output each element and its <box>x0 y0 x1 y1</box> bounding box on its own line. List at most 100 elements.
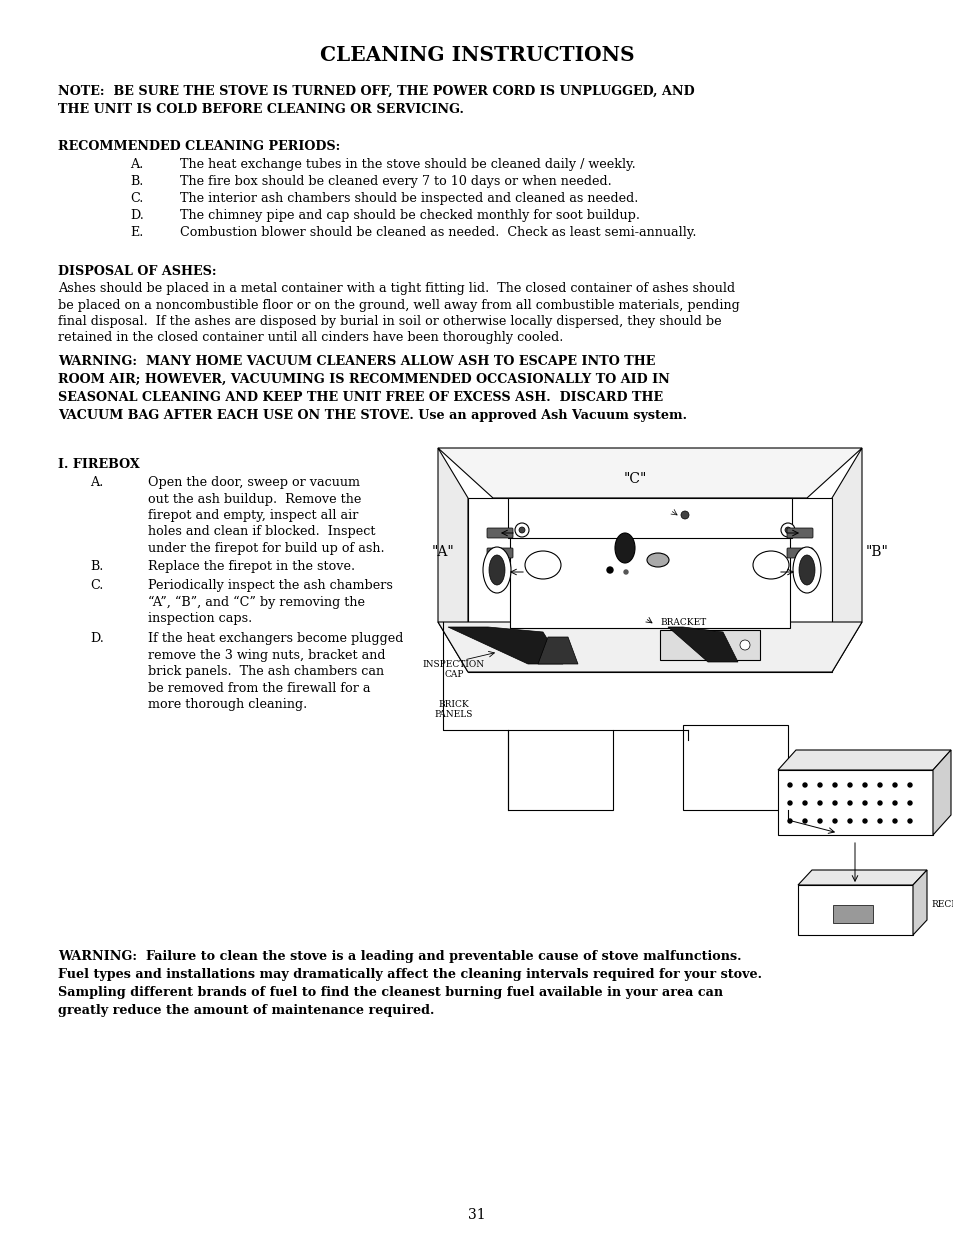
Text: final disposal.  If the ashes are disposed by burial in soil or otherwise locall: final disposal. If the ashes are dispose… <box>58 315 720 329</box>
Text: be placed on a noncombustible floor or on the ground, well away from all combust: be placed on a noncombustible floor or o… <box>58 299 739 311</box>
Text: D.: D. <box>90 632 104 645</box>
Text: out the ash buildup.  Remove the: out the ash buildup. Remove the <box>148 493 361 505</box>
Ellipse shape <box>784 527 790 534</box>
Circle shape <box>817 783 821 787</box>
Bar <box>778 769 932 835</box>
Text: 31: 31 <box>468 1208 485 1221</box>
Text: Sampling different brands of fuel to find the cleanest burning fuel available in: Sampling different brands of fuel to fin… <box>58 986 722 999</box>
Text: "A": "A" <box>431 545 454 559</box>
Ellipse shape <box>792 547 821 593</box>
Circle shape <box>892 783 896 787</box>
Text: Fuel types and installations may dramatically affect the cleaning intervals requ: Fuel types and installations may dramati… <box>58 968 761 981</box>
Text: C.: C. <box>90 579 103 592</box>
Text: D.: D. <box>130 209 144 222</box>
Circle shape <box>832 783 836 787</box>
Text: Combustion blower should be cleaned as needed.  Check as least semi-annually.: Combustion blower should be cleaned as n… <box>180 226 696 240</box>
Circle shape <box>847 783 851 787</box>
Ellipse shape <box>646 553 668 567</box>
Bar <box>507 730 613 810</box>
Text: The fire box should be cleaned every 7 to 10 days or when needed.: The fire box should be cleaned every 7 t… <box>180 175 611 188</box>
Circle shape <box>877 783 882 787</box>
Text: firepot and empty, inspect all air: firepot and empty, inspect all air <box>148 509 358 522</box>
Text: inspection caps.: inspection caps. <box>148 613 252 625</box>
Bar <box>832 905 872 923</box>
Circle shape <box>740 640 749 650</box>
Text: The interior ash chambers should be inspected and cleaned as needed.: The interior ash chambers should be insp… <box>180 191 638 205</box>
Text: greatly reduce the amount of maintenance required.: greatly reduce the amount of maintenance… <box>58 1004 434 1016</box>
Circle shape <box>862 819 866 823</box>
Circle shape <box>877 802 882 805</box>
Text: RECEIVER: RECEIVER <box>930 900 953 909</box>
Text: Replace the firepot in the stove.: Replace the firepot in the stove. <box>148 559 355 573</box>
Circle shape <box>847 802 851 805</box>
Text: brick panels.  The ash chambers can: brick panels. The ash chambers can <box>148 664 384 678</box>
Ellipse shape <box>524 551 560 579</box>
Ellipse shape <box>482 547 511 593</box>
Text: more thorough cleaning.: more thorough cleaning. <box>148 698 307 711</box>
Polygon shape <box>932 750 950 835</box>
Circle shape <box>802 802 806 805</box>
Circle shape <box>862 802 866 805</box>
Circle shape <box>787 802 791 805</box>
Text: NOTE:  BE SURE THE STOVE IS TURNED OFF, THE POWER CORD IS UNPLUGGED, AND: NOTE: BE SURE THE STOVE IS TURNED OFF, T… <box>58 85 694 98</box>
Text: SEASONAL CLEANING AND KEEP THE UNIT FREE OF EXCESS ASH.  DISCARD THE: SEASONAL CLEANING AND KEEP THE UNIT FREE… <box>58 391 662 404</box>
Text: ROOM AIR; HOWEVER, VACUUMING IS RECOMMENDED OCCASIONALLY TO AID IN: ROOM AIR; HOWEVER, VACUUMING IS RECOMMEN… <box>58 373 669 387</box>
FancyBboxPatch shape <box>786 529 812 538</box>
Text: E.: E. <box>130 226 143 240</box>
Circle shape <box>802 819 806 823</box>
Text: be removed from the firewall for a: be removed from the firewall for a <box>148 682 370 694</box>
Circle shape <box>892 802 896 805</box>
Circle shape <box>892 819 896 823</box>
Circle shape <box>802 783 806 787</box>
Ellipse shape <box>515 522 529 537</box>
Text: The chimney pipe and cap should be checked monthly for soot buildup.: The chimney pipe and cap should be check… <box>180 209 639 222</box>
Polygon shape <box>831 448 862 672</box>
Text: A.: A. <box>90 475 103 489</box>
Circle shape <box>907 819 911 823</box>
Text: BRACKET: BRACKET <box>659 618 705 627</box>
Text: If the heat exchangers become plugged: If the heat exchangers become plugged <box>148 632 403 645</box>
Text: I. FIREBOX: I. FIREBOX <box>58 458 139 471</box>
Text: The heat exchange tubes in the stove should be cleaned daily / weekly.: The heat exchange tubes in the stove sho… <box>180 158 635 170</box>
Text: RECOMMENDED CLEANING PERIODS:: RECOMMENDED CLEANING PERIODS: <box>58 140 340 153</box>
Polygon shape <box>912 869 926 935</box>
Text: CAP: CAP <box>444 671 463 679</box>
Text: PANELS: PANELS <box>435 710 473 719</box>
Text: C.: C. <box>130 191 143 205</box>
Circle shape <box>787 783 791 787</box>
Text: BRICK: BRICK <box>438 700 469 709</box>
Polygon shape <box>537 637 578 664</box>
Text: under the firepot for build up of ash.: under the firepot for build up of ash. <box>148 542 384 555</box>
Text: Ashes should be placed in a metal container with a tight fitting lid.  The close: Ashes should be placed in a metal contai… <box>58 282 735 295</box>
Circle shape <box>832 819 836 823</box>
Text: VACUUM BAG AFTER EACH USE ON THE STOVE. Use an approved Ash Vacuum system.: VACUUM BAG AFTER EACH USE ON THE STOVE. … <box>58 409 686 422</box>
Bar <box>797 885 912 935</box>
FancyBboxPatch shape <box>486 548 513 558</box>
Text: holes and clean if blocked.  Inspect: holes and clean if blocked. Inspect <box>148 526 375 538</box>
Ellipse shape <box>489 555 504 585</box>
Text: "C": "C" <box>622 472 646 487</box>
Bar <box>468 498 831 672</box>
Ellipse shape <box>615 534 635 563</box>
Bar <box>682 725 787 810</box>
Polygon shape <box>448 627 562 664</box>
Polygon shape <box>437 622 862 672</box>
Text: B.: B. <box>130 175 143 188</box>
Bar <box>659 630 760 659</box>
Text: CLEANING INSTRUCTIONS: CLEANING INSTRUCTIONS <box>319 44 634 65</box>
Polygon shape <box>778 750 950 769</box>
Ellipse shape <box>799 555 814 585</box>
Text: DISPOSAL OF ASHES:: DISPOSAL OF ASHES: <box>58 266 216 278</box>
Circle shape <box>907 802 911 805</box>
FancyBboxPatch shape <box>786 548 812 558</box>
Text: A.: A. <box>130 158 143 170</box>
Ellipse shape <box>518 527 524 534</box>
Text: Periodically inspect the ash chambers: Periodically inspect the ash chambers <box>148 579 393 592</box>
Bar <box>507 498 791 538</box>
Circle shape <box>817 802 821 805</box>
Ellipse shape <box>781 522 794 537</box>
FancyBboxPatch shape <box>486 529 513 538</box>
Text: B.: B. <box>90 559 103 573</box>
Circle shape <box>787 819 791 823</box>
Text: THE UNIT IS COLD BEFORE CLEANING OR SERVICING.: THE UNIT IS COLD BEFORE CLEANING OR SERV… <box>58 103 463 116</box>
